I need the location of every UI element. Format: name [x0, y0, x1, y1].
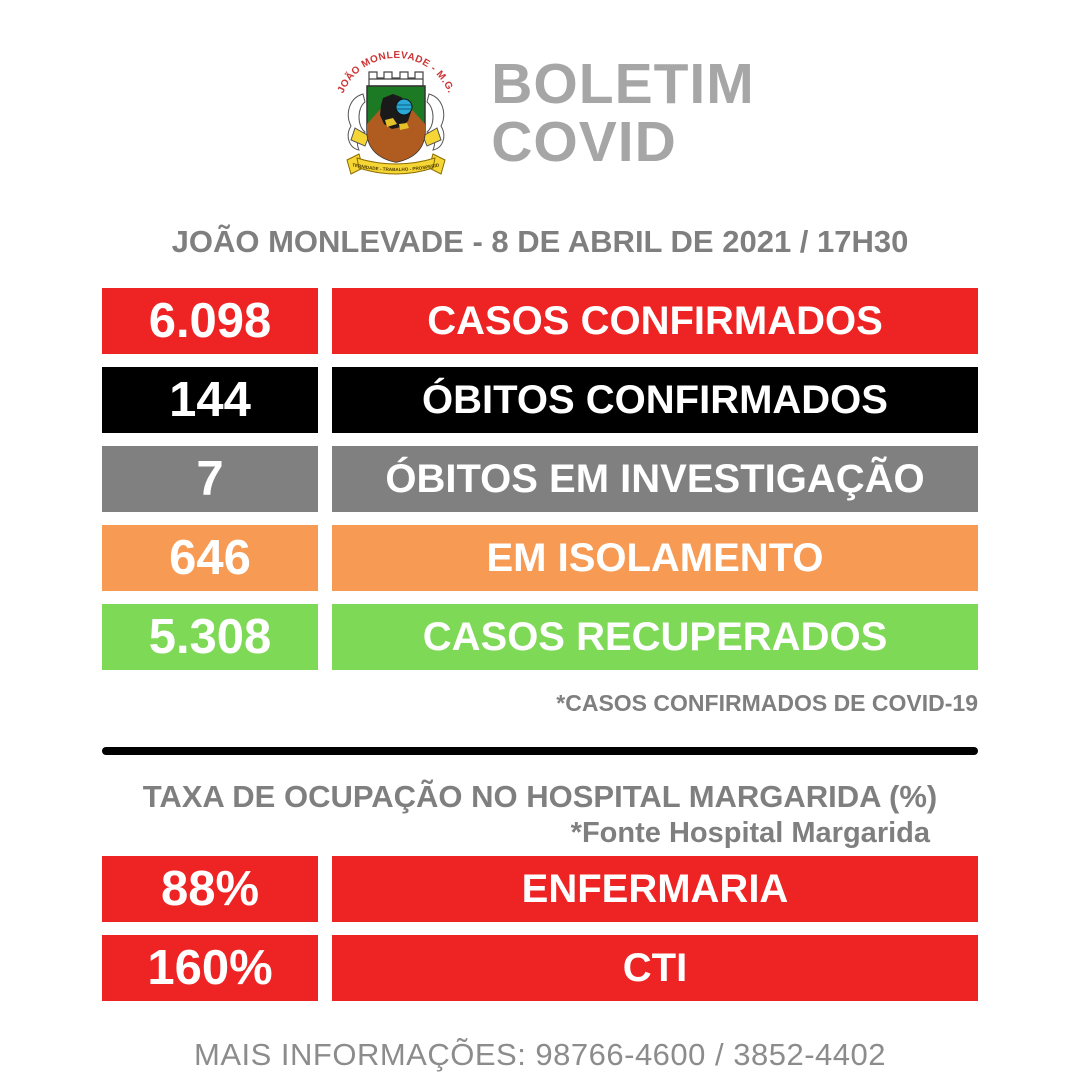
- stat-value: 5.308: [102, 604, 318, 670]
- section-divider: [102, 747, 978, 755]
- stat-row-casos-recuperados: 5.308 CASOS RECUPERADOS: [102, 604, 978, 670]
- footnote: *CASOS CONFIRMADOS DE COVID-19: [556, 690, 978, 716]
- hospital-section-heading: TAXA DE OCUPAÇÃO NO HOSPITAL MARGARIDA (…: [142, 779, 938, 814]
- hospital-value: 88%: [102, 856, 318, 922]
- stat-label: ÓBITOS CONFIRMADOS: [332, 367, 978, 433]
- hospital-label: CTI: [332, 935, 978, 1001]
- stat-value: 7: [102, 446, 318, 512]
- footer-contact-info: MAIS INFORMAÇÕES: 98766-4600 / 3852-4402: [194, 1037, 886, 1072]
- hospital-row-enfermaria: 88% ENFERMARIA: [102, 856, 978, 922]
- stats-rows: 6.098 CASOS CONFIRMADOS 144 ÓBITOS CONFI…: [102, 288, 978, 670]
- hospital-value: 160%: [102, 935, 318, 1001]
- hospital-source-note: *Fonte Hospital Margarida: [570, 817, 930, 849]
- title-block: BOLETIM COVID: [491, 55, 754, 171]
- page-title-line2: COVID: [491, 110, 677, 174]
- city-coat-of-arms-logo: JOÃO MONLEVADE - M.G.: [325, 42, 456, 175]
- hospital-row-cti: 160% CTI: [102, 935, 978, 1001]
- stat-label: EM ISOLAMENTO: [332, 525, 978, 591]
- hospital-label: ENFERMARIA: [332, 856, 978, 922]
- stat-label: ÓBITOS EM INVESTIGAÇÃO: [332, 446, 978, 512]
- page-title-line1: BOLETIM: [491, 51, 755, 116]
- stat-row-obitos-confirmados: 144 ÓBITOS CONFIRMADOS: [102, 367, 978, 433]
- stat-value: 144: [102, 367, 318, 433]
- stat-row-em-isolamento: 646 EM ISOLAMENTO: [102, 525, 978, 591]
- stat-value: 646: [102, 525, 318, 591]
- header: JOÃO MONLEVADE - M.G.: [0, 0, 1080, 184]
- stat-label: CASOS CONFIRMADOS: [332, 288, 978, 354]
- stat-row-obitos-investigacao: 7 ÓBITOS EM INVESTIGAÇÃO: [102, 446, 978, 512]
- stat-label: CASOS RECUPERADOS: [332, 604, 978, 670]
- stat-value: 6.098: [102, 288, 318, 354]
- stat-row-casos-confirmados: 6.098 CASOS CONFIRMADOS: [102, 288, 978, 354]
- dateline: JOÃO MONLEVADE - 8 DE ABRIL DE 2021 / 17…: [171, 224, 909, 259]
- hospital-rows: 88% ENFERMARIA 160% CTI: [102, 856, 978, 1001]
